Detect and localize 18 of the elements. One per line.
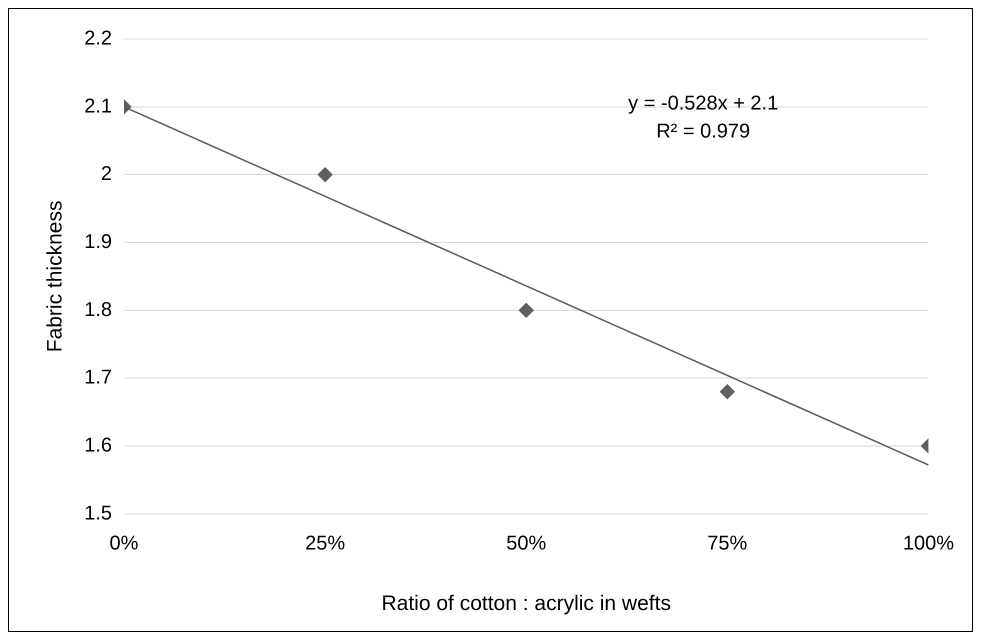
y-tick-label: 1.9 [84, 231, 112, 253]
x-tick-label: 0% [110, 532, 139, 554]
x-tick-label: 75% [707, 532, 748, 554]
y-tick-label: 2.2 [84, 28, 112, 50]
y-tick-label: 2 [100, 163, 112, 186]
annotation: R² = 0.979 [656, 120, 750, 143]
y-tick-label: 1.7 [84, 366, 112, 389]
annotation: y = -0.528x + 2.1 [628, 92, 778, 115]
y-axis-title: Fabric thickness [43, 200, 66, 352]
x-tick-label: 100% [902, 532, 954, 554]
y-tick-label: 1.8 [84, 298, 112, 321]
x-tick-label: 50% [506, 532, 546, 554]
x-axis-title: Ratio of cotton : acrylic in wefts [381, 592, 671, 616]
y-tick-label: 1.6 [84, 434, 112, 456]
y-tick-label: 1.5 [84, 502, 112, 524]
x-tick-label: 25% [305, 532, 346, 554]
y-tick-label: 2.1 [84, 95, 112, 118]
point [518, 302, 534, 318]
